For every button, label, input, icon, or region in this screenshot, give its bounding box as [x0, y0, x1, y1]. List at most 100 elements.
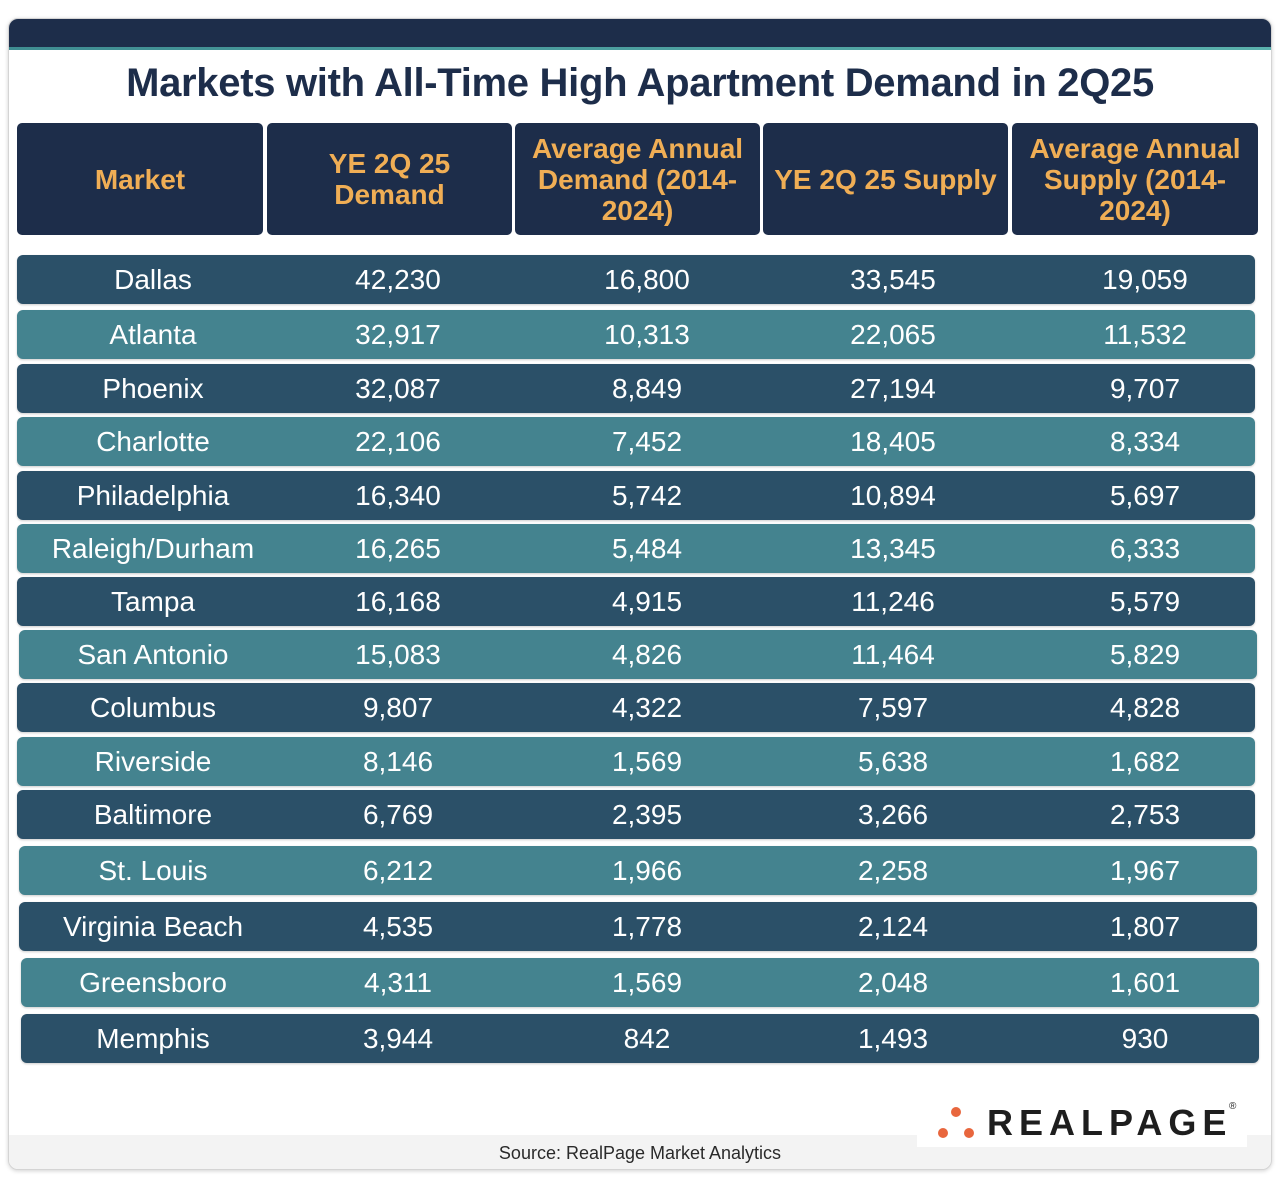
table-row: Raleigh/Durham 16,265 5,484 13,345 6,333 — [17, 524, 1255, 573]
cell-avg-demand: 1,778 — [611, 911, 683, 942]
cell-avg-demand: 5,484 — [611, 533, 683, 564]
cell-avg-demand: 1,966 — [611, 855, 683, 886]
table-card: Markets with All-Time High Apartment Dem… — [8, 18, 1272, 1170]
cell-avg-supply: 9,707 — [1109, 373, 1181, 404]
cell-ye-supply: 2,124 — [857, 911, 929, 942]
logo-dots-icon — [938, 1107, 974, 1138]
cell-market: Greensboro — [79, 967, 227, 998]
table-row: Charlotte 22,106 7,452 18,405 8,334 — [17, 417, 1255, 466]
cell-market: Charlotte — [96, 426, 210, 457]
cell-ye-demand: 4,535 — [362, 911, 434, 942]
cell-market: Columbus — [89, 692, 217, 723]
cell-avg-demand: 7,452 — [611, 426, 683, 457]
cell-ye-supply: 3,266 — [857, 799, 929, 830]
cell-ye-demand: 22,106 — [355, 426, 441, 457]
cell-avg-supply: 1,601 — [1109, 967, 1181, 998]
logo-dot-left — [938, 1128, 948, 1138]
cell-ye-demand: 8,146 — [362, 746, 434, 777]
cell-ye-demand: 16,265 — [355, 533, 441, 564]
cell-avg-supply: 1,807 — [1109, 911, 1181, 942]
realpage-logo: REALPAGE ® — [917, 1095, 1247, 1147]
logo-wordmark: REALPAGE — [987, 1102, 1233, 1143]
cell-market: Atlanta — [109, 319, 197, 350]
cell-avg-demand: 4,915 — [611, 586, 683, 617]
cell-market: Phoenix — [102, 373, 204, 404]
cell-ye-demand: 6,769 — [362, 799, 434, 830]
page-title: Markets with All-Time High Apartment Dem… — [126, 61, 1154, 105]
cell-avg-supply: 4,828 — [1109, 692, 1181, 723]
cell-ye-supply: 1,493 — [857, 1023, 929, 1054]
cell-ye-demand: 16,168 — [355, 586, 441, 617]
cell-ye-demand: 4,311 — [364, 967, 432, 998]
table-row: Memphis 3,944 842 1,493 930 — [21, 1014, 1259, 1063]
cell-ye-demand: 42,230 — [355, 264, 441, 295]
cell-ye-supply: 18,405 — [850, 426, 936, 457]
cell-avg-demand: 1,569 — [611, 967, 683, 998]
source-note: Source: RealPage Market Analytics — [498, 1143, 782, 1163]
cell-ye-supply: 13,345 — [850, 533, 936, 564]
cell-avg-demand: 5,742 — [611, 480, 683, 511]
table-row: Riverside 8,146 1,569 5,638 1,682 — [17, 737, 1255, 786]
cell-avg-supply: 8,334 — [1109, 426, 1181, 457]
cell-market: Memphis — [96, 1023, 210, 1054]
cell-ye-supply: 10,894 — [850, 480, 936, 511]
column-header-avg-demand: Average Annual Demand (2014-2024) — [515, 123, 760, 235]
table-row: Baltimore 6,769 2,395 3,266 2,753 — [17, 790, 1255, 839]
logo-dot-right — [964, 1128, 974, 1138]
cell-ye-demand: 16,340 — [355, 480, 441, 511]
cell-avg-supply: 11,532 — [1103, 319, 1187, 350]
cell-ye-demand: 15,083 — [355, 639, 441, 670]
cell-market: Philadelphia — [76, 480, 230, 511]
cell-ye-supply: 11,464 — [851, 639, 935, 670]
cell-ye-supply: 11,246 — [851, 586, 935, 617]
table-row: San Antonio 15,083 4,826 11,464 5,829 — [19, 630, 1257, 679]
cell-avg-demand: 842 — [623, 1023, 671, 1054]
cell-ye-supply: 27,194 — [850, 373, 936, 404]
cell-market: St. Louis — [98, 855, 208, 886]
table-row: Virginia Beach 4,535 1,778 2,124 1,807 — [19, 902, 1257, 951]
cell-avg-supply: 930 — [1121, 1023, 1169, 1054]
cell-market: Riverside — [94, 746, 212, 777]
cell-avg-demand: 4,826 — [611, 639, 683, 670]
cell-ye-demand: 32,087 — [355, 373, 441, 404]
cell-avg-supply: 5,697 — [1109, 480, 1181, 511]
table-row: Dallas 42,230 16,800 33,545 19,059 — [17, 255, 1255, 304]
cell-avg-supply: 1,967 — [1109, 855, 1181, 886]
logo-registered-mark: ® — [1229, 1101, 1237, 1112]
table-row: Philadelphia 16,340 5,742 10,894 5,697 — [17, 471, 1255, 520]
column-header-market: Market — [17, 123, 263, 235]
cell-market: Dallas — [114, 264, 192, 295]
cell-ye-supply: 7,597 — [857, 692, 929, 723]
cell-ye-supply: 22,065 — [850, 319, 936, 350]
cell-market: Virginia Beach — [62, 911, 244, 942]
column-header-avg-supply: Average Annual Supply (2014-2024) — [1012, 123, 1258, 235]
cell-ye-demand: 9,807 — [362, 692, 434, 723]
cell-market: San Antonio — [77, 639, 229, 670]
cell-ye-supply: 33,545 — [850, 264, 936, 295]
cell-ye-supply: 5,638 — [857, 746, 929, 777]
cell-avg-demand: 2,395 — [611, 799, 683, 830]
table-row: St. Louis 6,212 1,966 2,258 1,967 — [19, 846, 1257, 895]
cell-ye-supply: 2,258 — [857, 855, 929, 886]
table-row: Greensboro 4,311 1,569 2,048 1,601 — [21, 958, 1259, 1007]
cell-market: Tampa — [110, 586, 196, 617]
cell-market: Raleigh/Durham — [51, 533, 255, 564]
cell-ye-demand: 6,212 — [362, 855, 434, 886]
column-header-ye-demand: YE 2Q 25 Demand — [267, 123, 512, 235]
cell-avg-supply: 2,753 — [1109, 799, 1181, 830]
logo-dot-top — [951, 1107, 961, 1117]
table-row: Columbus 9,807 4,322 7,597 4,828 — [17, 683, 1255, 732]
cell-avg-demand: 16,800 — [604, 264, 690, 295]
cell-avg-demand: 4,322 — [611, 692, 683, 723]
cell-avg-supply: 6,333 — [1109, 533, 1181, 564]
column-header-ye-supply: YE 2Q 25 Supply — [763, 123, 1008, 235]
cell-ye-demand: 3,944 — [362, 1023, 434, 1054]
cell-avg-supply: 5,829 — [1109, 639, 1181, 670]
cell-avg-demand: 10,313 — [604, 319, 690, 350]
top-banner — [9, 19, 1271, 47]
cell-avg-supply: 19,059 — [1102, 264, 1188, 295]
cell-avg-supply: 5,579 — [1109, 586, 1181, 617]
cell-ye-demand: 32,917 — [355, 319, 441, 350]
table-row: Tampa 16,168 4,915 11,246 5,579 — [17, 577, 1255, 626]
cell-avg-supply: 1,682 — [1109, 746, 1181, 777]
